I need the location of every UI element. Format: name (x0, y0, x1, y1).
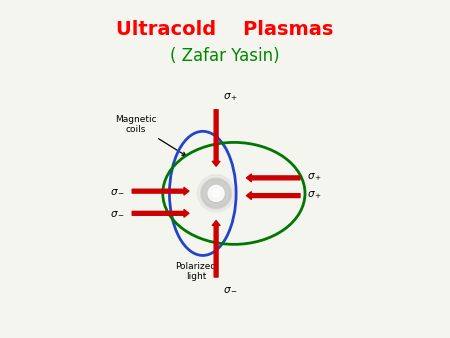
Circle shape (208, 186, 224, 201)
Circle shape (202, 179, 230, 208)
Text: Polarized
light: Polarized light (176, 262, 216, 282)
Circle shape (210, 187, 222, 199)
Text: $\sigma_-$: $\sigma_-$ (110, 208, 125, 218)
Circle shape (201, 178, 232, 209)
Text: $\sigma_+$: $\sigma_+$ (307, 171, 323, 183)
Text: $\sigma_+$: $\sigma_+$ (307, 190, 323, 201)
Text: $\sigma_-$: $\sigma_-$ (223, 284, 238, 294)
Text: Magnetic
coils: Magnetic coils (115, 115, 186, 156)
Text: ( Zafar Yasin): ( Zafar Yasin) (170, 47, 280, 65)
Circle shape (212, 190, 220, 197)
Text: $\sigma_+$: $\sigma_+$ (223, 91, 238, 102)
Text: $\sigma_-$: $\sigma_-$ (110, 186, 125, 196)
Circle shape (198, 175, 235, 212)
Text: Ultracold    Plasmas: Ultracold Plasmas (116, 20, 334, 39)
Circle shape (207, 184, 226, 203)
